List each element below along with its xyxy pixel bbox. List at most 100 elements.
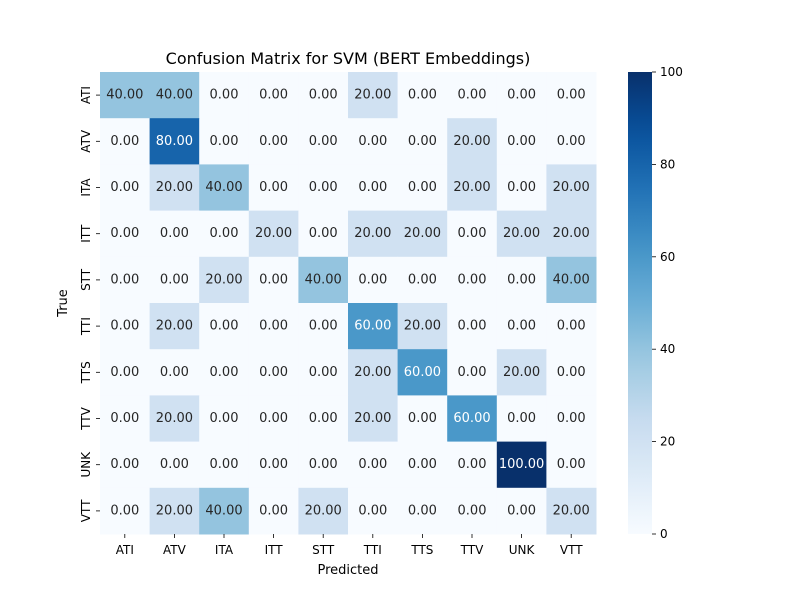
heatmap-cells [100, 72, 597, 535]
cell-value-label: 0.00 [110, 319, 139, 334]
heatmap-cell [199, 118, 250, 165]
heatmap-cell [248, 210, 299, 258]
cell-value-label: 20.00 [354, 411, 391, 426]
heatmap-cell [496, 118, 547, 165]
cell-value-label: 0.00 [557, 457, 586, 472]
x-tick-label: VTT [560, 543, 583, 557]
heatmap-cell [496, 164, 547, 212]
heatmap-cell [149, 487, 200, 535]
cell-value-label: 0.00 [507, 272, 536, 287]
cell-value-label: 0.00 [557, 319, 586, 334]
cell-value-label: 0.00 [507, 319, 536, 334]
cell-value-label: 0.00 [110, 365, 139, 380]
heatmap-cell [348, 395, 399, 443]
heatmap-cell [348, 210, 399, 258]
heatmap-cell [348, 72, 399, 119]
heatmap-cell [447, 395, 498, 443]
colorbar-tick-label: 20 [660, 435, 675, 449]
x-tick-label: TTI [363, 543, 382, 557]
heatmap-cell [298, 487, 349, 535]
cell-value-label: 0.00 [110, 226, 139, 241]
heatmap-cell [199, 441, 250, 489]
cell-value-label: 40.00 [205, 180, 242, 195]
heatmap-cell [447, 118, 498, 165]
colorbar [628, 72, 652, 534]
x-tick-label: ITT [265, 543, 284, 557]
heatmap-cell [100, 441, 151, 489]
cell-value-label: 0.00 [309, 88, 338, 103]
cell-value-label: 80.00 [156, 134, 193, 149]
cell-value-label: 0.00 [110, 272, 139, 287]
heatmap-cell [298, 256, 349, 304]
heatmap-cell [348, 256, 399, 304]
heatmap-cell [298, 349, 349, 396]
cell-value-label: 60.00 [453, 411, 490, 426]
heatmap-cell [149, 303, 200, 350]
heatmap-cell [397, 118, 448, 165]
y-tick-label: TTV [79, 406, 93, 430]
heatmap-cell [298, 164, 349, 212]
y-tick-label: UNK [79, 451, 93, 478]
heatmap-cell [397, 164, 448, 212]
heatmap-cell [100, 164, 151, 212]
heatmap-cell [496, 303, 547, 350]
cell-value-label: 0.00 [507, 180, 536, 195]
heatmap-cell [248, 303, 299, 350]
heatmap-cell [348, 164, 399, 212]
heatmap-cell [348, 349, 399, 396]
cell-value-label: 0.00 [309, 226, 338, 241]
y-axis-ticks: ATI ATV ITA ITT STT TTI TTS TTV UNK VTT [79, 86, 100, 522]
heatmap-cell [199, 210, 250, 258]
cell-value-label: 20.00 [255, 226, 292, 241]
cell-value-label: 20.00 [404, 226, 441, 241]
x-tick-label: STT [312, 543, 335, 557]
cell-value-label: 0.00 [507, 88, 536, 103]
cell-value-label: 20.00 [156, 411, 193, 426]
heatmap-cell [447, 349, 498, 396]
x-tick-label: UNK [509, 543, 536, 557]
cell-value-label: 0.00 [408, 134, 437, 149]
heatmap-cell [546, 256, 597, 304]
heatmap-cell [397, 349, 448, 396]
heatmap-cell [248, 118, 299, 165]
cell-value-label: 40.00 [205, 503, 242, 518]
heatmap-cell [149, 72, 200, 119]
y-tick-label: TTS [79, 361, 93, 384]
heatmap-cell [199, 164, 250, 212]
heatmap-cell [546, 395, 597, 443]
heatmap-cell [397, 210, 448, 258]
cell-value-label: 0.00 [160, 226, 189, 241]
heatmap-cell [496, 395, 547, 443]
heatmap-cell [149, 210, 200, 258]
cell-value-label: 0.00 [259, 319, 288, 334]
heatmap-cell [248, 164, 299, 212]
cell-value-label: 0.00 [110, 134, 139, 149]
heatmap-cell [298, 72, 349, 119]
cell-value-label: 0.00 [309, 365, 338, 380]
cell-value-label: 0.00 [408, 503, 437, 518]
cell-value-label: 0.00 [557, 134, 586, 149]
heatmap-cell [298, 395, 349, 443]
heatmap-cell [496, 72, 547, 119]
cell-value-label: 0.00 [408, 457, 437, 472]
heatmap-cell [149, 395, 200, 443]
cell-value-label: 0.00 [458, 365, 487, 380]
cell-value-label: 0.00 [358, 180, 387, 195]
heatmap-cell [447, 441, 498, 489]
heatmap-cell [248, 72, 299, 119]
cell-value-label: 20.00 [156, 319, 193, 334]
heatmap-cell [496, 210, 547, 258]
heatmap-cell [546, 487, 597, 535]
cell-value-label: 0.00 [160, 457, 189, 472]
cell-value-label: 20.00 [503, 365, 540, 380]
heatmap-cell [546, 164, 597, 212]
heatmap-cell [348, 441, 399, 489]
heatmap-cell [397, 72, 448, 119]
cell-value-label: 0.00 [259, 134, 288, 149]
cell-value-label: 0.00 [210, 319, 239, 334]
cell-value-label: 20.00 [453, 134, 490, 149]
cell-value-label: 20.00 [156, 180, 193, 195]
cell-value-label: 40.00 [106, 88, 143, 103]
colorbar-tick-label: 80 [660, 157, 675, 171]
heatmap-cell [447, 164, 498, 212]
